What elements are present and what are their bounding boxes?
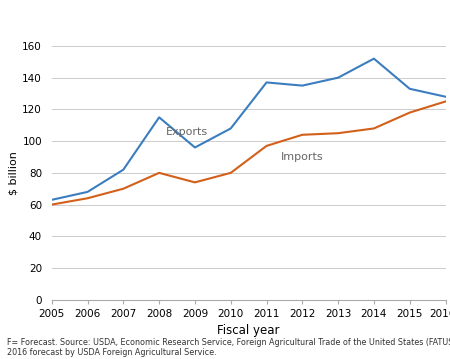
- Text: F= Forecast. Source: USDA, Economic Research Service, Foreign Agricultural Trade: F= Forecast. Source: USDA, Economic Rese…: [7, 338, 450, 357]
- Y-axis label: $ billion: $ billion: [8, 151, 18, 195]
- X-axis label: Fiscal year: Fiscal year: [217, 324, 280, 337]
- Text: Imports: Imports: [281, 152, 324, 162]
- Text: Exports: Exports: [166, 127, 208, 137]
- Text: U.S. agricultural exports and imports, fiscal years 2005-16F: U.S. agricultural exports and imports, f…: [7, 15, 405, 28]
